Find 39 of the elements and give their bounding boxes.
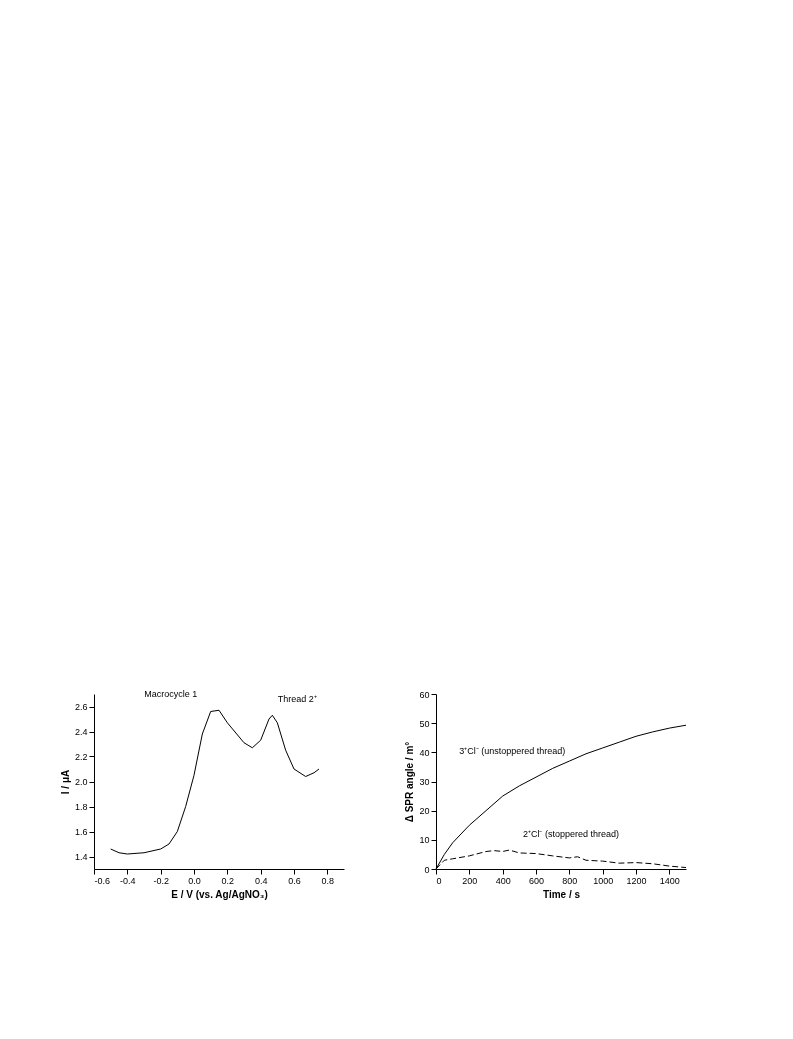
y-tick-label: 10 — [419, 835, 430, 846]
x-tick-label: 0.6 — [288, 875, 301, 886]
y-tick-label: 2.2 — [74, 752, 88, 762]
y-tick-label: 60 — [419, 689, 430, 700]
x-axis-title: E / V (vs. Ag/AgNO₃) — [171, 888, 268, 900]
y-tick-label: 1.8 — [74, 802, 88, 812]
annotation: Thread 2⁺ — [277, 694, 317, 705]
x-tick-label: -0.2 — [153, 875, 169, 886]
y-tick-label: 30 — [419, 777, 430, 787]
x-tick-label: -0.6 — [94, 875, 111, 886]
y-tick-label: 40 — [419, 747, 430, 758]
y-tick-label: 2.0 — [74, 777, 88, 787]
y-tick-label: 1.4 — [74, 852, 88, 862]
y-tick-label: 2.4 — [74, 727, 88, 737]
x-tick-label: 0.2 — [221, 875, 235, 886]
y-tick-label: 1.6 — [74, 827, 88, 837]
y-tick-label: 20 — [419, 806, 430, 817]
annotation: Macrocycle 1 — [144, 689, 198, 700]
x-tick-label: 1000 — [593, 875, 614, 886]
x-tick-label: 200 — [462, 875, 478, 886]
x-tick-label: 0.8 — [321, 875, 335, 886]
y-tick-label: 2.6 — [74, 702, 88, 712]
x-tick-label: 600 — [528, 875, 545, 886]
x-tick-label: 1400 — [659, 875, 680, 886]
y-axis-title: Δ SPR angle / m° — [404, 741, 416, 823]
x-tick-label: 400 — [495, 875, 511, 886]
line-series — [110, 709, 320, 855]
series-label: 2⁺Cl⁻ (stoppered thread) — [522, 828, 620, 839]
y-tick-label: 50 — [419, 718, 430, 729]
x-axis-title: Time / s — [542, 888, 581, 900]
series-label: 3⁺Cl⁻ (unstoppered thread) — [459, 746, 566, 757]
x-tick-label: 0 — [436, 875, 442, 886]
y-tick-label: 0 — [424, 864, 430, 875]
x-tick-label: 800 — [562, 875, 578, 886]
x-tick-label: 0.0 — [188, 875, 201, 886]
x-tick-label: -0.4 — [120, 875, 136, 886]
x-tick-label: 1200 — [626, 875, 647, 886]
x-tick-label: 0.4 — [254, 875, 268, 886]
y-axis-title: I / μA — [59, 769, 71, 795]
